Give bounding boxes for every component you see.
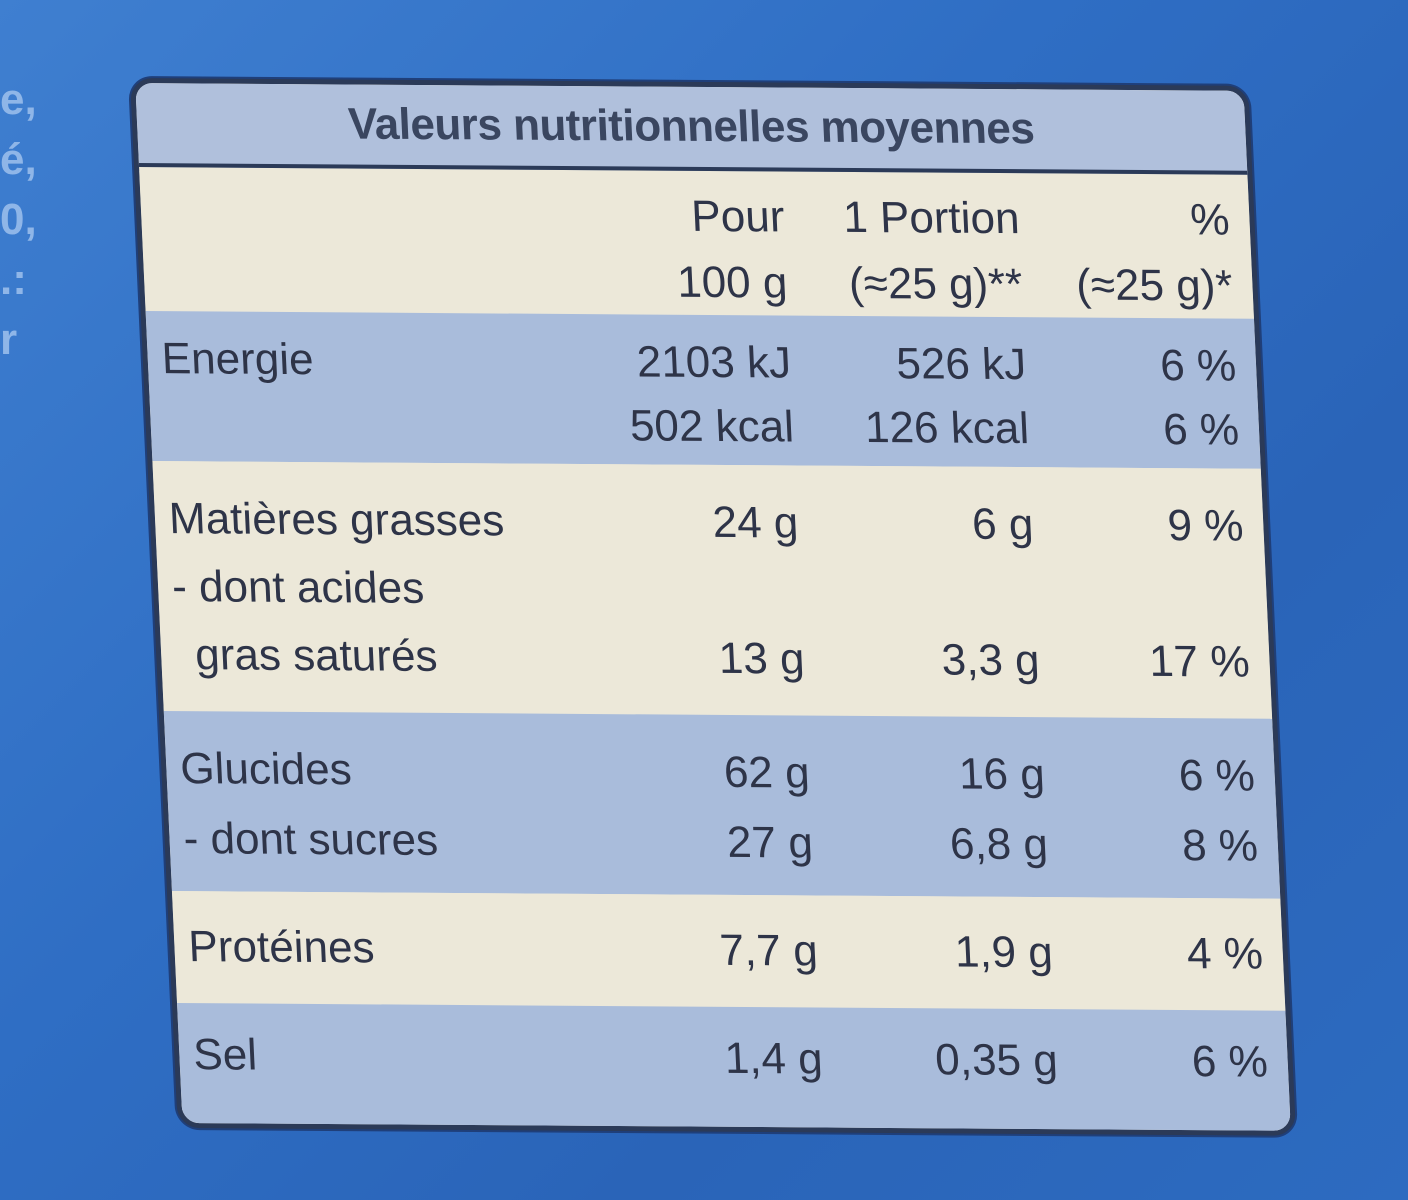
- row-value-100g: 27 g: [725, 817, 814, 868]
- row-value-percent: 6 %: [1159, 341, 1238, 391]
- row-value-portion: 0,35 g: [934, 1035, 1059, 1086]
- row-label: Protéines: [187, 922, 376, 973]
- row-value-portion: 126 kcal: [863, 403, 1031, 454]
- row-value-100g: 1,4 g: [723, 1033, 824, 1084]
- row-value-percent: 9 %: [1166, 501, 1245, 551]
- edge-fragment: 0,: [0, 195, 37, 244]
- edge-fragment: é,: [0, 135, 37, 184]
- header-col3-line2: (≈25 g)*: [1075, 260, 1234, 311]
- row-value-portion: 16 g: [957, 749, 1046, 800]
- table-row-glucides: Glucides 62 g 16 g 6 % - dont sucres 27 …: [163, 711, 1281, 899]
- row-value-portion: 6,8 g: [948, 819, 1049, 870]
- row-value-percent: 6 %: [1190, 1037, 1269, 1087]
- row-value-percent: 8 %: [1180, 821, 1260, 871]
- row-label: Matières grasses: [167, 494, 506, 546]
- header-col2-line1: 1 Portion: [842, 192, 1021, 244]
- table-row-sel: Sel 1,4 g 0,35 g 6 %: [177, 1003, 1292, 1136]
- nutrition-table: Valeurs nutritionnelles moyennes Pour 10…: [130, 78, 1297, 1136]
- row-label: Glucides: [179, 744, 353, 795]
- row-value-100g: 7,7 g: [718, 925, 819, 976]
- row-value-percent: 6 %: [1162, 405, 1241, 455]
- row-sublabel: gras saturés: [194, 630, 439, 681]
- row-value-100g: 62 g: [722, 747, 811, 798]
- background-edge-text: e, é, 0, .: r: [0, 70, 40, 370]
- row-value-100g: 13 g: [717, 633, 806, 684]
- row-value-100g: 2103 kJ: [635, 337, 793, 388]
- row-value-100g: 24 g: [711, 497, 800, 548]
- table-title-row: Valeurs nutritionnelles moyennes: [135, 83, 1248, 175]
- row-label: Energie: [160, 334, 315, 385]
- edge-fragment: r: [0, 315, 18, 364]
- row-value-100g: 502 kcal: [628, 401, 795, 452]
- header-col1-line2: 100 g: [676, 257, 789, 308]
- row-value-portion: 3,3 g: [940, 635, 1041, 686]
- row-value-percent: 17 %: [1148, 636, 1251, 687]
- row-sublabel: - dont sucres: [182, 814, 440, 865]
- edge-fragment: e,: [0, 75, 37, 124]
- row-value-portion: 526 kJ: [895, 339, 1028, 390]
- row-sublabel: - dont acides: [170, 562, 426, 613]
- table-title: Valeurs nutritionnelles moyennes: [347, 99, 1036, 154]
- header-col3-line1: %: [1189, 195, 1231, 245]
- edge-fragment: .:: [0, 255, 27, 304]
- header-col1-line1: Pour: [690, 191, 786, 242]
- table-header-row: Pour 100 g 1 Portion (≈25 g)** % (≈25 g)…: [139, 171, 1254, 319]
- row-value-portion: 6 g: [971, 499, 1035, 550]
- row-label: Sel: [192, 1030, 259, 1080]
- row-value-percent: 4 %: [1185, 929, 1264, 979]
- row-value-percent: 6 %: [1177, 751, 1256, 801]
- table-row-matieres-grasses: Matières grasses 24 g 6 g 9 % - dont aci…: [152, 461, 1273, 719]
- header-col2-line2: (≈25 g)**: [847, 258, 1024, 310]
- table-row-proteines: Protéines 7,7 g 1,9 g 4 %: [171, 891, 1286, 1011]
- table-row-energie: Energie 2103 kJ 502 kcal 526 kJ 126 kcal…: [145, 311, 1261, 469]
- row-value-portion: 1,9 g: [953, 927, 1054, 978]
